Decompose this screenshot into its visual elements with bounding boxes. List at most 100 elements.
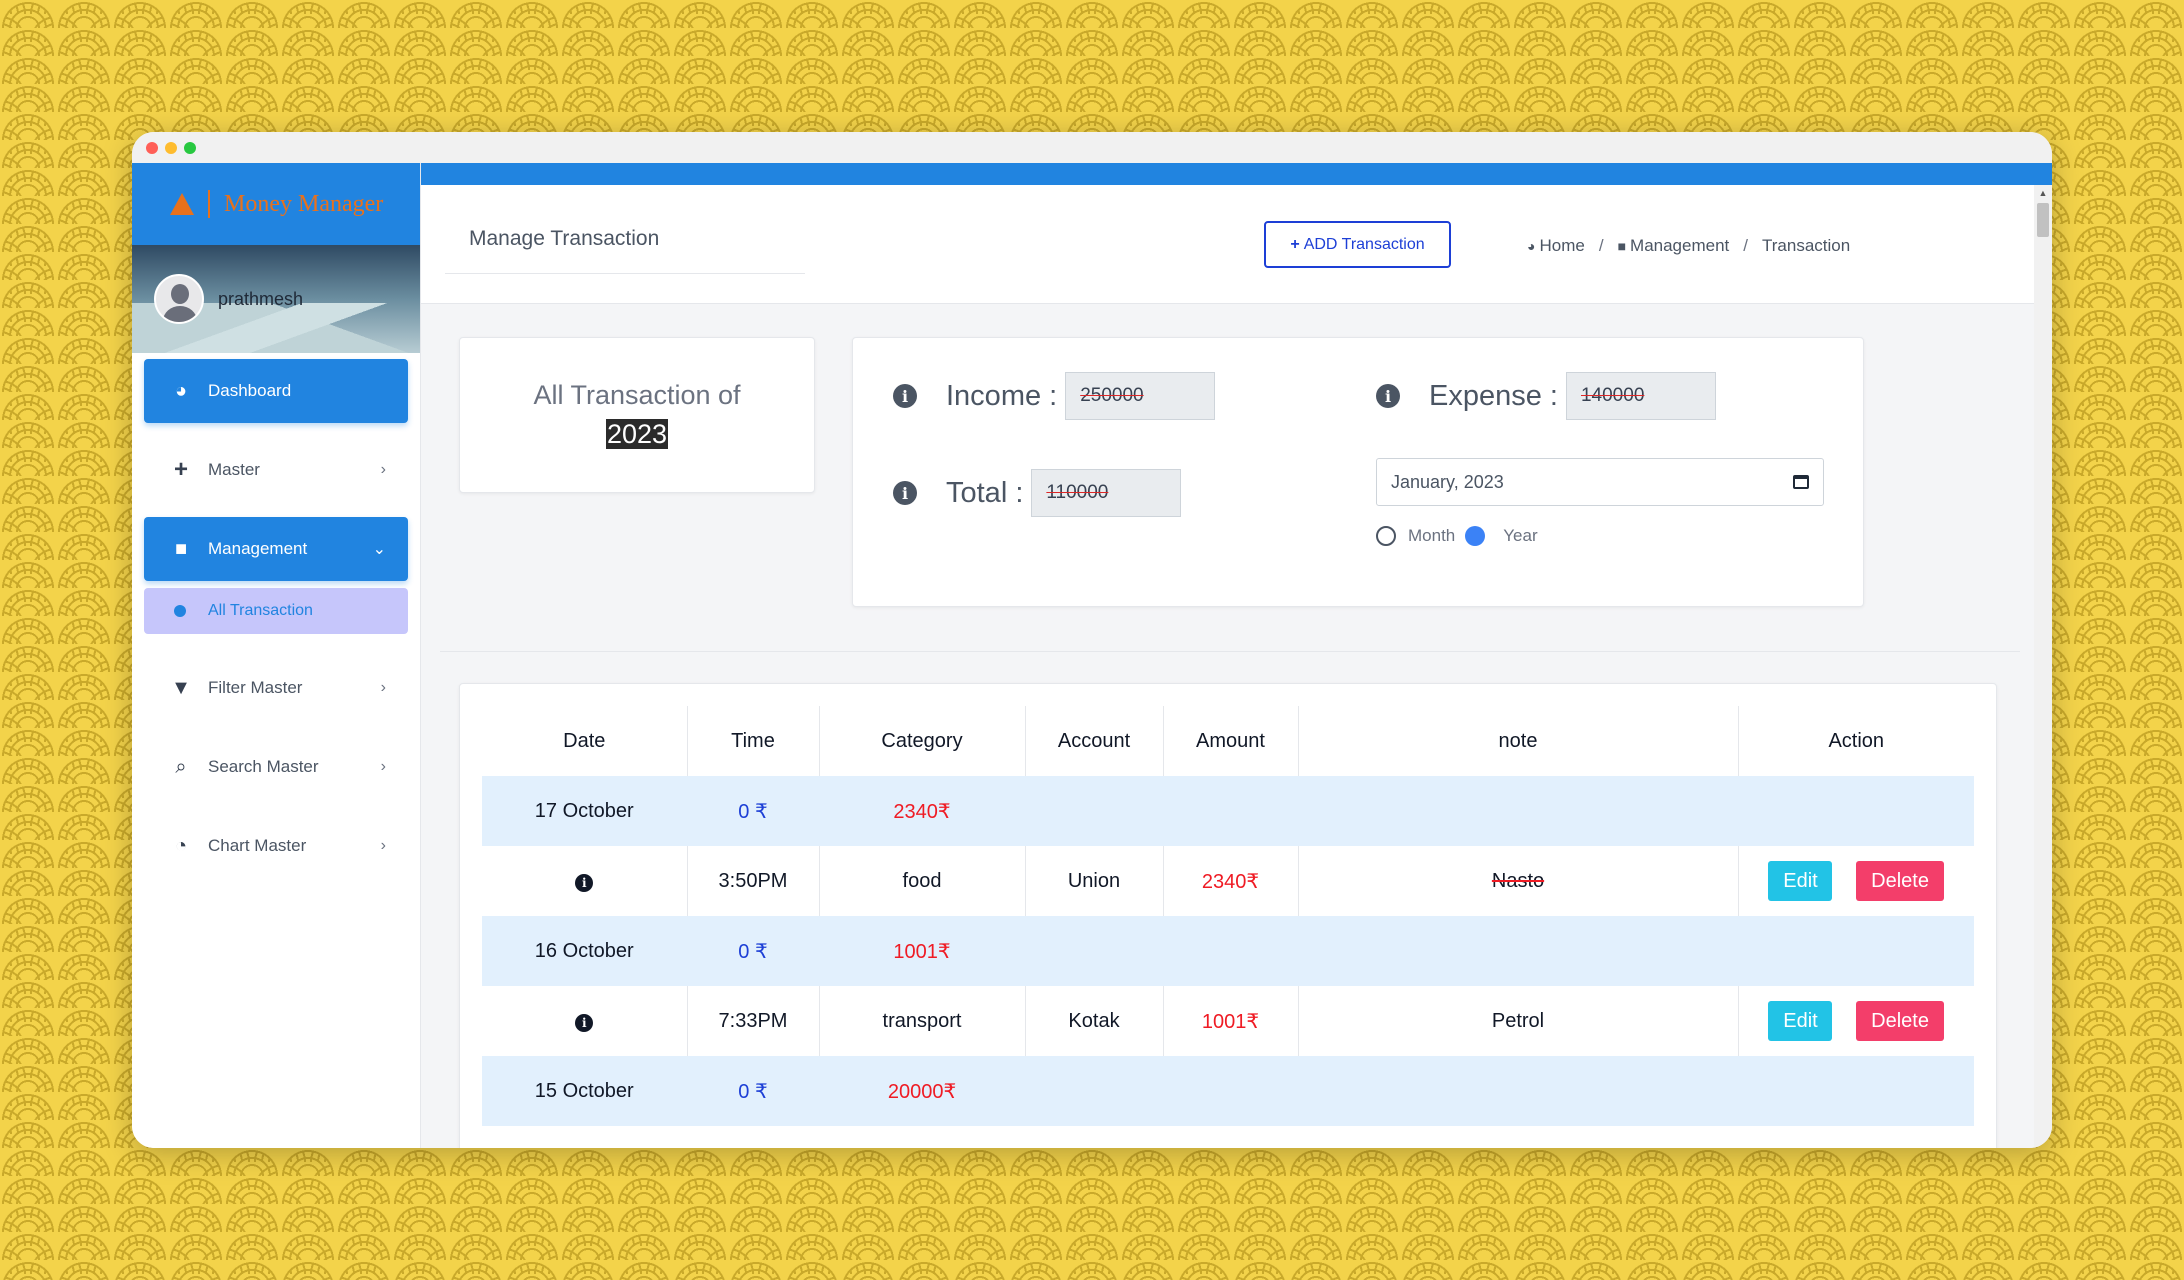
income-value: 250000 [1065,372,1216,420]
expense-label: Expense : [1429,379,1558,412]
add-transaction-button[interactable]: + ADD Transaction [1264,221,1451,268]
sidebar-item-master[interactable]: + Master › [144,438,408,502]
sidebar-item-label: Chart Master [208,836,307,855]
chevron-right-icon: › [380,758,386,775]
breadcrumb-separator: / [1743,236,1748,255]
logo-icon [170,193,194,215]
sidebar-item-dashboard[interactable]: ◕ Dashboard [144,359,408,423]
year-caption: All Transaction of [533,379,741,410]
brand-bar[interactable]: Money Manager [132,163,420,245]
col-amount: Amount [1163,706,1299,776]
page-scrollbar[interactable]: ▲ [2034,185,2052,1148]
income-label: Income : [946,379,1058,412]
day-expense: 20000₹ [819,1056,1025,1126]
txn-amount: 1001₹ [1163,986,1299,1056]
edit-button[interactable]: Edit [1768,861,1833,901]
radio-year[interactable] [1465,526,1486,546]
info-icon: i [893,481,917,505]
page-header: Manage Transaction + ADD Transaction ◕ H… [421,185,2052,304]
palette-icon: ◕ [174,379,188,402]
delete-button[interactable]: Delete [1856,861,1945,901]
section-divider [440,651,2020,652]
radio-month[interactable] [1376,526,1396,546]
transactions-table: Date Time Category Account Amount note A… [482,706,1974,1126]
main-content: Manage Transaction + ADD Transaction ◕ H… [421,163,2052,1148]
table-row-day: 17 October 0 ₹ 2340₹ [482,776,1974,846]
sidebar-subitem-all-transaction[interactable]: All Transaction [144,588,408,634]
calendar-icon[interactable] [1793,475,1809,489]
txn-category: transport [819,986,1026,1056]
pie-chart-icon: ◔ [174,834,188,857]
day-date: 16 October [482,916,687,986]
col-note: note [1298,706,1739,776]
txn-amount: 2340₹ [1163,846,1299,916]
info-icon[interactable]: i [575,873,594,892]
info-icon: i [1376,384,1400,408]
txn-time: 7:33PM [687,986,820,1056]
scrollbar-thumb[interactable] [2037,203,2049,237]
user-name: prathmesh [218,288,304,309]
avatar[interactable] [154,274,204,324]
sidebar-item-search-master[interactable]: ⌕ Search Master › [144,735,408,799]
txn-time: 3:50PM [687,846,820,916]
window-titlebar [132,132,2052,163]
breadcrumb-management[interactable]: Management [1630,236,1730,255]
search-icon: ⌕ [175,755,187,778]
sidebar-nav: ◕ Dashboard + Master › ■ Management ⌄ Al… [132,353,420,899]
month-picker-input[interactable]: January, 2023 [1376,458,1824,506]
sidebar-subitem-label: All Transaction [208,602,313,619]
chevron-right-icon: › [380,461,386,478]
scroll-up-icon[interactable]: ▲ [2038,188,2048,198]
plus-icon: + [1290,235,1300,253]
info-icon[interactable]: i [575,1013,594,1032]
table-row[interactable]: i 7:33PM transport Kotak 1001₹ Petrol Ed… [482,986,1974,1056]
minimize-window-button[interactable] [165,141,177,154]
txn-note: Nasto [1298,846,1739,916]
txn-category: food [819,846,1026,916]
col-date: Date [482,706,688,776]
info-icon: i [893,384,917,408]
brand-separator [208,190,210,218]
table-row[interactable]: i 3:50PM food Union 2340₹ Nasto Edit Del… [482,846,1974,916]
table-row-day: 15 October 0 ₹ 20000₹ [482,1056,1974,1126]
delete-button[interactable]: Delete [1856,1001,1945,1041]
breadcrumb-home[interactable]: Home [1539,236,1585,255]
transactions-card: Date Time Category Account Amount note A… [459,683,1997,1148]
radio-month-label: Month [1408,526,1456,545]
day-date: 15 October [482,1056,687,1126]
day-income: 0 ₹ [687,916,819,986]
txn-account: Kotak [1025,986,1164,1056]
breadcrumb-transaction: Transaction [1762,236,1851,255]
total-label: Total : [946,476,1024,509]
sidebar-item-label: Management [208,539,308,558]
browser-window: Money Manager prathmesh ◕ Dashboard + Ma… [132,132,2052,1148]
file-icon: ■ [1617,238,1627,254]
day-income: 0 ₹ [687,776,819,846]
expense-row: i Expense : 140000 [1376,372,1716,420]
close-window-button[interactable] [146,141,158,154]
title-divider [445,273,805,274]
day-date: 17 October [482,776,687,846]
breadcrumb: ◕ Home / ■ Management / Transaction [1527,236,1850,256]
home-icon: ◕ [1527,238,1536,254]
plus-icon: + [173,456,188,483]
sidebar-item-management[interactable]: ■ Management ⌄ [144,517,408,581]
filter-icon: ▼ [171,676,191,699]
app-root: Money Manager prathmesh ◕ Dashboard + Ma… [132,163,2052,1148]
total-value: 110000 [1031,469,1182,517]
sidebar-item-filter-master[interactable]: ▼ Filter Master › [144,656,408,720]
top-navbar [421,163,2052,185]
chevron-down-icon: ⌄ [372,541,386,558]
col-action: Action [1828,729,1885,752]
col-account: Account [1025,706,1164,776]
sidebar-item-chart-master[interactable]: ◔ Chart Master › [144,814,408,878]
brand-name: Money Manager [224,190,384,217]
col-time: Time [687,706,820,776]
sidebar: Money Manager prathmesh ◕ Dashboard + Ma… [132,163,421,1148]
maximize-window-button[interactable] [184,141,196,154]
page-title: Manage Transaction [469,227,660,250]
bullet-icon [174,605,186,617]
table-row-day: 16 October 0 ₹ 1001₹ [482,916,1974,986]
edit-button[interactable]: Edit [1768,1001,1833,1041]
year-value: 2023 [605,419,669,449]
